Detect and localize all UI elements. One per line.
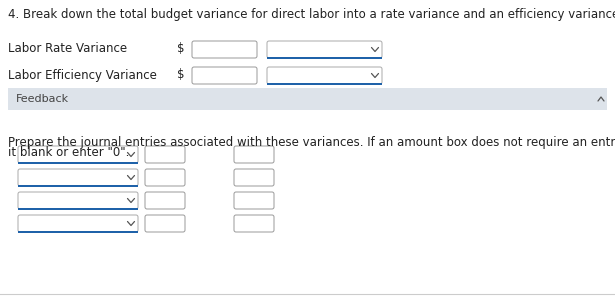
- FancyBboxPatch shape: [234, 215, 274, 232]
- FancyBboxPatch shape: [192, 41, 257, 58]
- FancyBboxPatch shape: [267, 67, 382, 84]
- FancyBboxPatch shape: [145, 192, 185, 209]
- Text: 4. Break down the total budget variance for direct labor into a rate variance an: 4. Break down the total budget variance …: [8, 8, 615, 21]
- Text: Feedback: Feedback: [16, 94, 69, 104]
- Text: it blank or enter "0".: it blank or enter "0".: [8, 146, 129, 159]
- FancyBboxPatch shape: [145, 215, 185, 232]
- FancyBboxPatch shape: [145, 169, 185, 186]
- FancyBboxPatch shape: [234, 146, 274, 163]
- FancyBboxPatch shape: [18, 146, 138, 163]
- FancyBboxPatch shape: [18, 192, 138, 209]
- Text: $: $: [178, 43, 185, 55]
- FancyBboxPatch shape: [234, 169, 274, 186]
- Text: Labor Efficiency Variance: Labor Efficiency Variance: [8, 69, 157, 81]
- FancyBboxPatch shape: [145, 146, 185, 163]
- Text: $: $: [178, 69, 185, 81]
- FancyBboxPatch shape: [192, 67, 257, 84]
- Text: Labor Rate Variance: Labor Rate Variance: [8, 43, 127, 55]
- FancyBboxPatch shape: [234, 192, 274, 209]
- Text: Prepare the journal entries associated with these variances. If an amount box do: Prepare the journal entries associated w…: [8, 136, 615, 149]
- FancyBboxPatch shape: [267, 41, 382, 58]
- FancyBboxPatch shape: [18, 215, 138, 232]
- FancyBboxPatch shape: [8, 88, 607, 110]
- FancyBboxPatch shape: [18, 169, 138, 186]
